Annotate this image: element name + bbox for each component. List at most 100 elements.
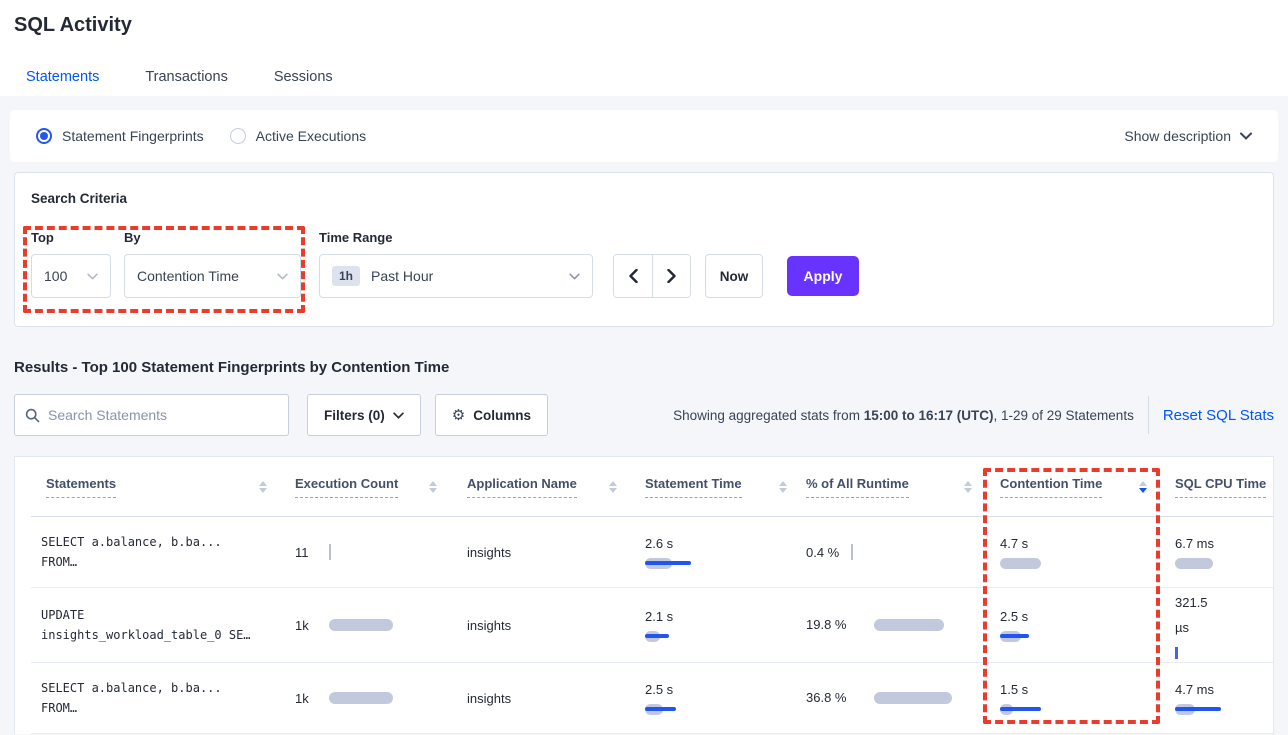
sort-arrows-icon — [1139, 480, 1147, 493]
statement-link[interactable]: SELECT a.balance, b.ba... FROM… — [41, 532, 222, 573]
tabs: Statements Transactions Sessions — [14, 63, 1288, 98]
bar-mean — [874, 619, 944, 631]
radio-label: Statement Fingerprints — [62, 128, 204, 144]
chevron-down-icon — [569, 273, 580, 280]
chevron-down-icon — [277, 273, 288, 280]
apply-button[interactable]: Apply — [787, 256, 859, 296]
cell-execution-count: 1k — [281, 588, 451, 662]
column-header-execution-count[interactable]: Execution Count — [281, 457, 451, 516]
column-header-statements[interactable]: Statements — [31, 457, 281, 516]
sort-up-icon — [1139, 480, 1147, 486]
sort-up-icon — [429, 480, 437, 486]
results-heading: Results - Top 100 Statement Fingerprints… — [14, 359, 450, 376]
column-header-sql-cpu-time[interactable]: SQL CPU Time — [1161, 457, 1273, 516]
metric: 6.7 ms — [1175, 536, 1273, 569]
radio-group: Statement Fingerprints Active Executions — [36, 128, 392, 144]
sort-down-icon — [964, 487, 972, 493]
cell-statement: UPDATE insights_workload_table_0 SE… — [31, 588, 281, 662]
column-header-statement-time[interactable]: Statement Time — [631, 457, 801, 516]
metric: 4.7 ms — [1175, 682, 1273, 715]
column-header-of-all-runtime[interactable]: % of All Runtime — [801, 457, 986, 516]
bar-tick — [851, 544, 854, 560]
bar-chart — [645, 703, 801, 715]
prev-time-button[interactable] — [614, 255, 652, 297]
columns-label: Columns — [473, 407, 531, 423]
execution-count-value: 1k — [295, 617, 309, 633]
cell-statement-time: 2.1 s — [631, 588, 801, 662]
column-label: SQL CPU Time — [1175, 476, 1267, 498]
runtime-pct: 0.4 % — [806, 544, 854, 560]
sort-arrows-icon — [259, 480, 267, 493]
tab-sessions[interactable]: Sessions — [273, 69, 333, 85]
sort-down-icon — [779, 487, 787, 493]
column-header-contention-time[interactable]: Contention Time — [986, 457, 1161, 516]
column-label: Execution Count — [295, 476, 399, 498]
statement-line1: UPDATE — [41, 607, 85, 622]
search-statements-input[interactable] — [48, 407, 268, 423]
chevron-left-icon — [628, 269, 638, 283]
metric: 321.5 µs — [1175, 591, 1273, 660]
table-row: SELECT a.balance, b.ba... FROM… 11 insights… — [31, 517, 1273, 588]
bar-mean — [874, 692, 952, 704]
bar-tick — [329, 544, 331, 560]
statement-line2: FROM… — [41, 701, 78, 715]
cell-execution-count: 1k — [281, 663, 451, 733]
cell-contention-time: 2.5 s — [986, 588, 1161, 662]
page-title: SQL Activity — [14, 14, 132, 36]
execution-count-value: 11 — [295, 544, 309, 560]
cell-sql-cpu-time: 6.7 ms — [1161, 517, 1273, 587]
metric: 1.5 s — [1000, 682, 1161, 715]
radio-option-active-executions[interactable]: Active Executions — [229, 128, 366, 144]
metric-value: 1.5 s — [1000, 681, 1029, 697]
aggregated-stats-text: Showing aggregated stats from 15:00 to 1… — [673, 407, 1134, 423]
table-header: Statements Execution Count Application Nam… — [31, 457, 1273, 517]
metric: 2.5 s — [645, 682, 801, 715]
radio-option-statement-fingerprints[interactable]: Statement Fingerprints — [36, 128, 204, 144]
results-toolbar: Filters (0) ⚙ Columns Showing aggregated… — [10, 394, 1278, 436]
by-label: By — [124, 230, 141, 245]
time-range-select[interactable]: 1h Past Hour — [319, 254, 593, 298]
bar-chart — [1175, 703, 1273, 715]
table-row: SELECT a.balance, b.ba... FROM… 1k insights… — [31, 663, 1273, 734]
tab-statements[interactable]: Statements — [24, 63, 102, 98]
show-description-toggle[interactable]: Show description — [1124, 128, 1252, 144]
sort-up-icon — [259, 480, 267, 486]
statement-link[interactable]: UPDATE insights_workload_table_0 SE… — [41, 605, 251, 646]
time-range-field: Time Range 1h Past Hour — [319, 230, 593, 298]
cell-application-name: insights — [451, 663, 631, 733]
column-label: % of All Runtime — [806, 476, 909, 498]
reset-sql-stats-link[interactable]: Reset SQL Stats — [1162, 406, 1274, 424]
cell-statement-time: 2.6 s — [631, 517, 801, 587]
filters-button[interactable]: Filters (0) — [307, 394, 421, 436]
metric: 2.1 s — [645, 609, 801, 642]
statement-line2: FROM… — [41, 555, 78, 569]
runtime-pct: 36.8 % — [806, 686, 952, 711]
sort-arrows-icon — [779, 480, 787, 493]
cell-contention-time: 1.5 s — [986, 663, 1161, 733]
cell-execution-count: 11 — [281, 517, 451, 587]
cell-statement: SELECT a.balance, b.ba... FROM… — [31, 663, 281, 733]
chevron-down-icon — [87, 273, 98, 280]
sort-down-icon — [429, 487, 437, 493]
statement-link[interactable]: SELECT a.balance, b.ba... FROM… — [41, 678, 222, 719]
tab-transactions[interactable]: Transactions — [145, 69, 228, 85]
view-toggle-bar: Statement Fingerprints Active Executions … — [10, 110, 1278, 162]
column-label: Statements — [46, 476, 117, 498]
top-select[interactable]: 100 — [31, 254, 111, 298]
next-time-button[interactable] — [652, 255, 690, 297]
statement-line1: SELECT a.balance, b.ba... — [41, 534, 222, 549]
cell-application-name: insights — [451, 517, 631, 587]
time-range-badge: 1h — [332, 266, 361, 286]
chevron-right-icon — [667, 269, 676, 283]
bar-chart — [645, 557, 801, 569]
stats-time-range: 15:00 to 16:17 (UTC) — [863, 407, 994, 423]
metric-value: 4.7 s — [1000, 535, 1029, 551]
column-header-application-name[interactable]: Application Name — [451, 457, 631, 516]
bar-line — [1000, 634, 1029, 638]
by-select[interactable]: Contention Time — [124, 254, 301, 298]
runtime-pct-value: 0.4 % — [806, 544, 840, 560]
bar-chart — [1175, 557, 1273, 569]
now-button[interactable]: Now — [705, 254, 763, 298]
bar-chart — [645, 630, 801, 642]
columns-button[interactable]: ⚙ Columns — [434, 394, 548, 436]
